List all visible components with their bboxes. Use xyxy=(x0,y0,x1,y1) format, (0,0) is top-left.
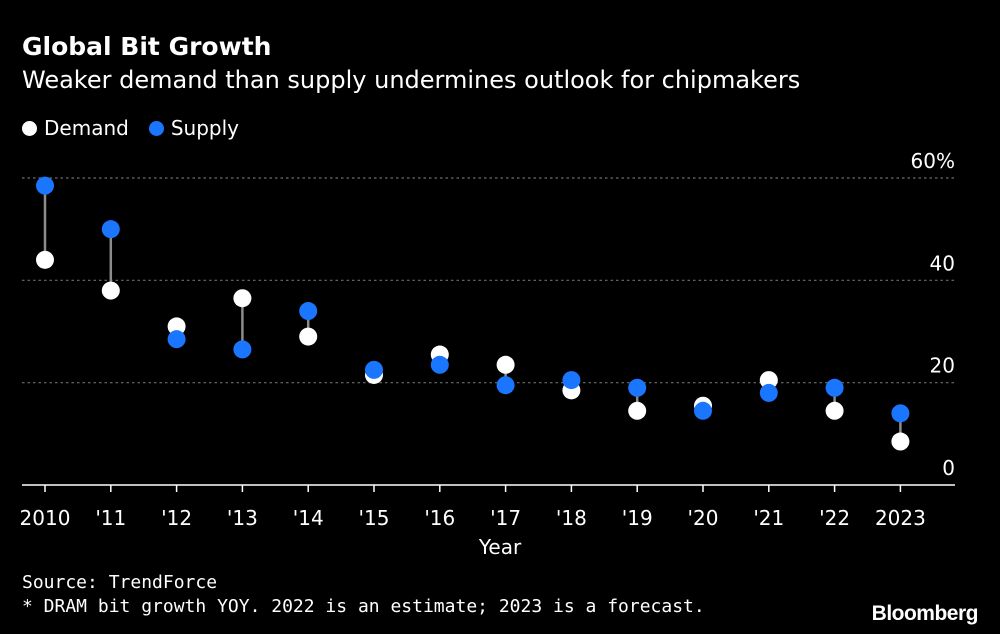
demand-point-0 xyxy=(36,250,54,269)
supply-point-9 xyxy=(628,378,647,397)
x-axis-title: Year xyxy=(0,535,1000,559)
x-tick-label-2: '12 xyxy=(161,506,192,530)
demand-point-7 xyxy=(496,355,515,374)
x-tick-label-4: '14 xyxy=(293,506,324,530)
legend-demand-marker xyxy=(22,120,37,136)
supply-point-2 xyxy=(167,330,186,349)
y-tick-label-40: 40 xyxy=(930,251,955,275)
x-tick-label-1: '11 xyxy=(95,506,126,530)
demand-point-1 xyxy=(101,281,120,300)
chart-title: Global Bit Growth xyxy=(22,32,272,61)
supply-point-1 xyxy=(101,220,120,239)
demand-point-2 xyxy=(167,317,186,336)
legend-supply-marker xyxy=(148,120,164,136)
demand-point-9 xyxy=(628,401,647,420)
legend: Demand Supply xyxy=(22,116,259,140)
x-tick-label-12: '22 xyxy=(819,506,850,530)
x-tick-label-6: '16 xyxy=(424,506,455,530)
x-tick-label-3: '13 xyxy=(227,506,258,530)
x-tick-label-0: 2010 xyxy=(20,506,71,530)
legend-demand-label: Demand xyxy=(44,116,129,140)
y-tick-label-20: 20 xyxy=(930,354,955,378)
demand-point-12 xyxy=(825,401,844,420)
source-note: Source: TrendForce xyxy=(22,572,218,593)
y-tick-label-0: 0 xyxy=(942,456,955,480)
demand-point-4 xyxy=(299,327,318,346)
x-tick-label-5: '15 xyxy=(359,506,390,530)
supply-point-3 xyxy=(233,340,252,359)
demand-point-13 xyxy=(891,432,910,451)
y-tick-label-60: 60% xyxy=(911,149,955,173)
supply-point-4 xyxy=(299,302,318,321)
supply-point-7 xyxy=(496,376,515,395)
supply-point-13 xyxy=(891,404,910,423)
supply-point-6 xyxy=(430,355,449,374)
x-tick-label-7: '17 xyxy=(490,506,521,530)
legend-supply-label: Supply xyxy=(170,116,239,140)
footnote: * DRAM bit growth YOY. 2022 is an estima… xyxy=(22,596,705,617)
x-tick-label-9: '19 xyxy=(622,506,653,530)
x-tick-label-10: '20 xyxy=(688,506,719,530)
supply-point-5 xyxy=(365,360,383,379)
x-tick-label-13: 2023 xyxy=(875,506,926,530)
x-tick-label-11: '21 xyxy=(753,506,784,530)
bloomberg-logo: Bloomberg xyxy=(871,602,979,625)
supply-point-12 xyxy=(825,378,844,397)
legend-item-supply: Supply xyxy=(148,116,239,140)
supply-point-10 xyxy=(694,401,712,420)
legend-item-demand: Demand xyxy=(22,116,129,140)
demand-point-3 xyxy=(233,289,252,308)
supply-point-0 xyxy=(36,176,54,195)
supply-point-8 xyxy=(562,371,581,390)
supply-point-11 xyxy=(759,383,778,402)
x-axis-title-text: Year xyxy=(478,535,522,559)
chart-subtitle: Weaker demand than supply undermines out… xyxy=(22,66,801,94)
x-tick-label-8: '18 xyxy=(556,506,587,530)
demand-point-11 xyxy=(759,371,778,390)
